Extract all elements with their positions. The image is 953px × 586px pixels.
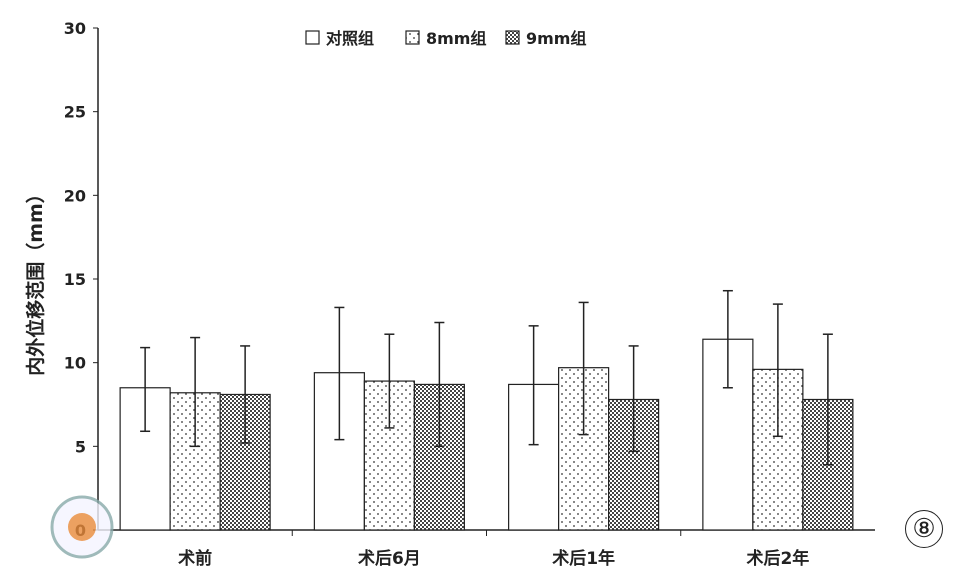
legend-label: 9mm组 (526, 29, 586, 48)
y-tick-label: 5 (75, 437, 86, 456)
x-tick-label: 术后1年 (552, 548, 615, 569)
y-tick-label: 25 (64, 103, 86, 122)
x-tick-label: 术后6月 (358, 548, 421, 569)
figure-number: ⑧ (905, 510, 943, 548)
legend-swatch (405, 30, 420, 45)
y-tick-label: 30 (64, 19, 86, 38)
watermark-logo (50, 495, 114, 559)
y-tick-label: 10 (64, 354, 86, 373)
x-tick-label: 术后2年 (746, 548, 809, 569)
y-tick-label: 15 (64, 270, 86, 289)
legend-label: 对照组 (326, 29, 374, 48)
legend-swatch (505, 30, 520, 45)
x-tick-label: 术前 (178, 548, 212, 569)
y-axis-label: 内外位移范围（mm） (24, 184, 47, 376)
legend-label: 8mm组 (426, 29, 486, 48)
legend: 对照组 8mm组 9mm组 (305, 29, 586, 48)
y-tick-label: 20 (64, 186, 86, 205)
legend-swatch (305, 30, 320, 45)
